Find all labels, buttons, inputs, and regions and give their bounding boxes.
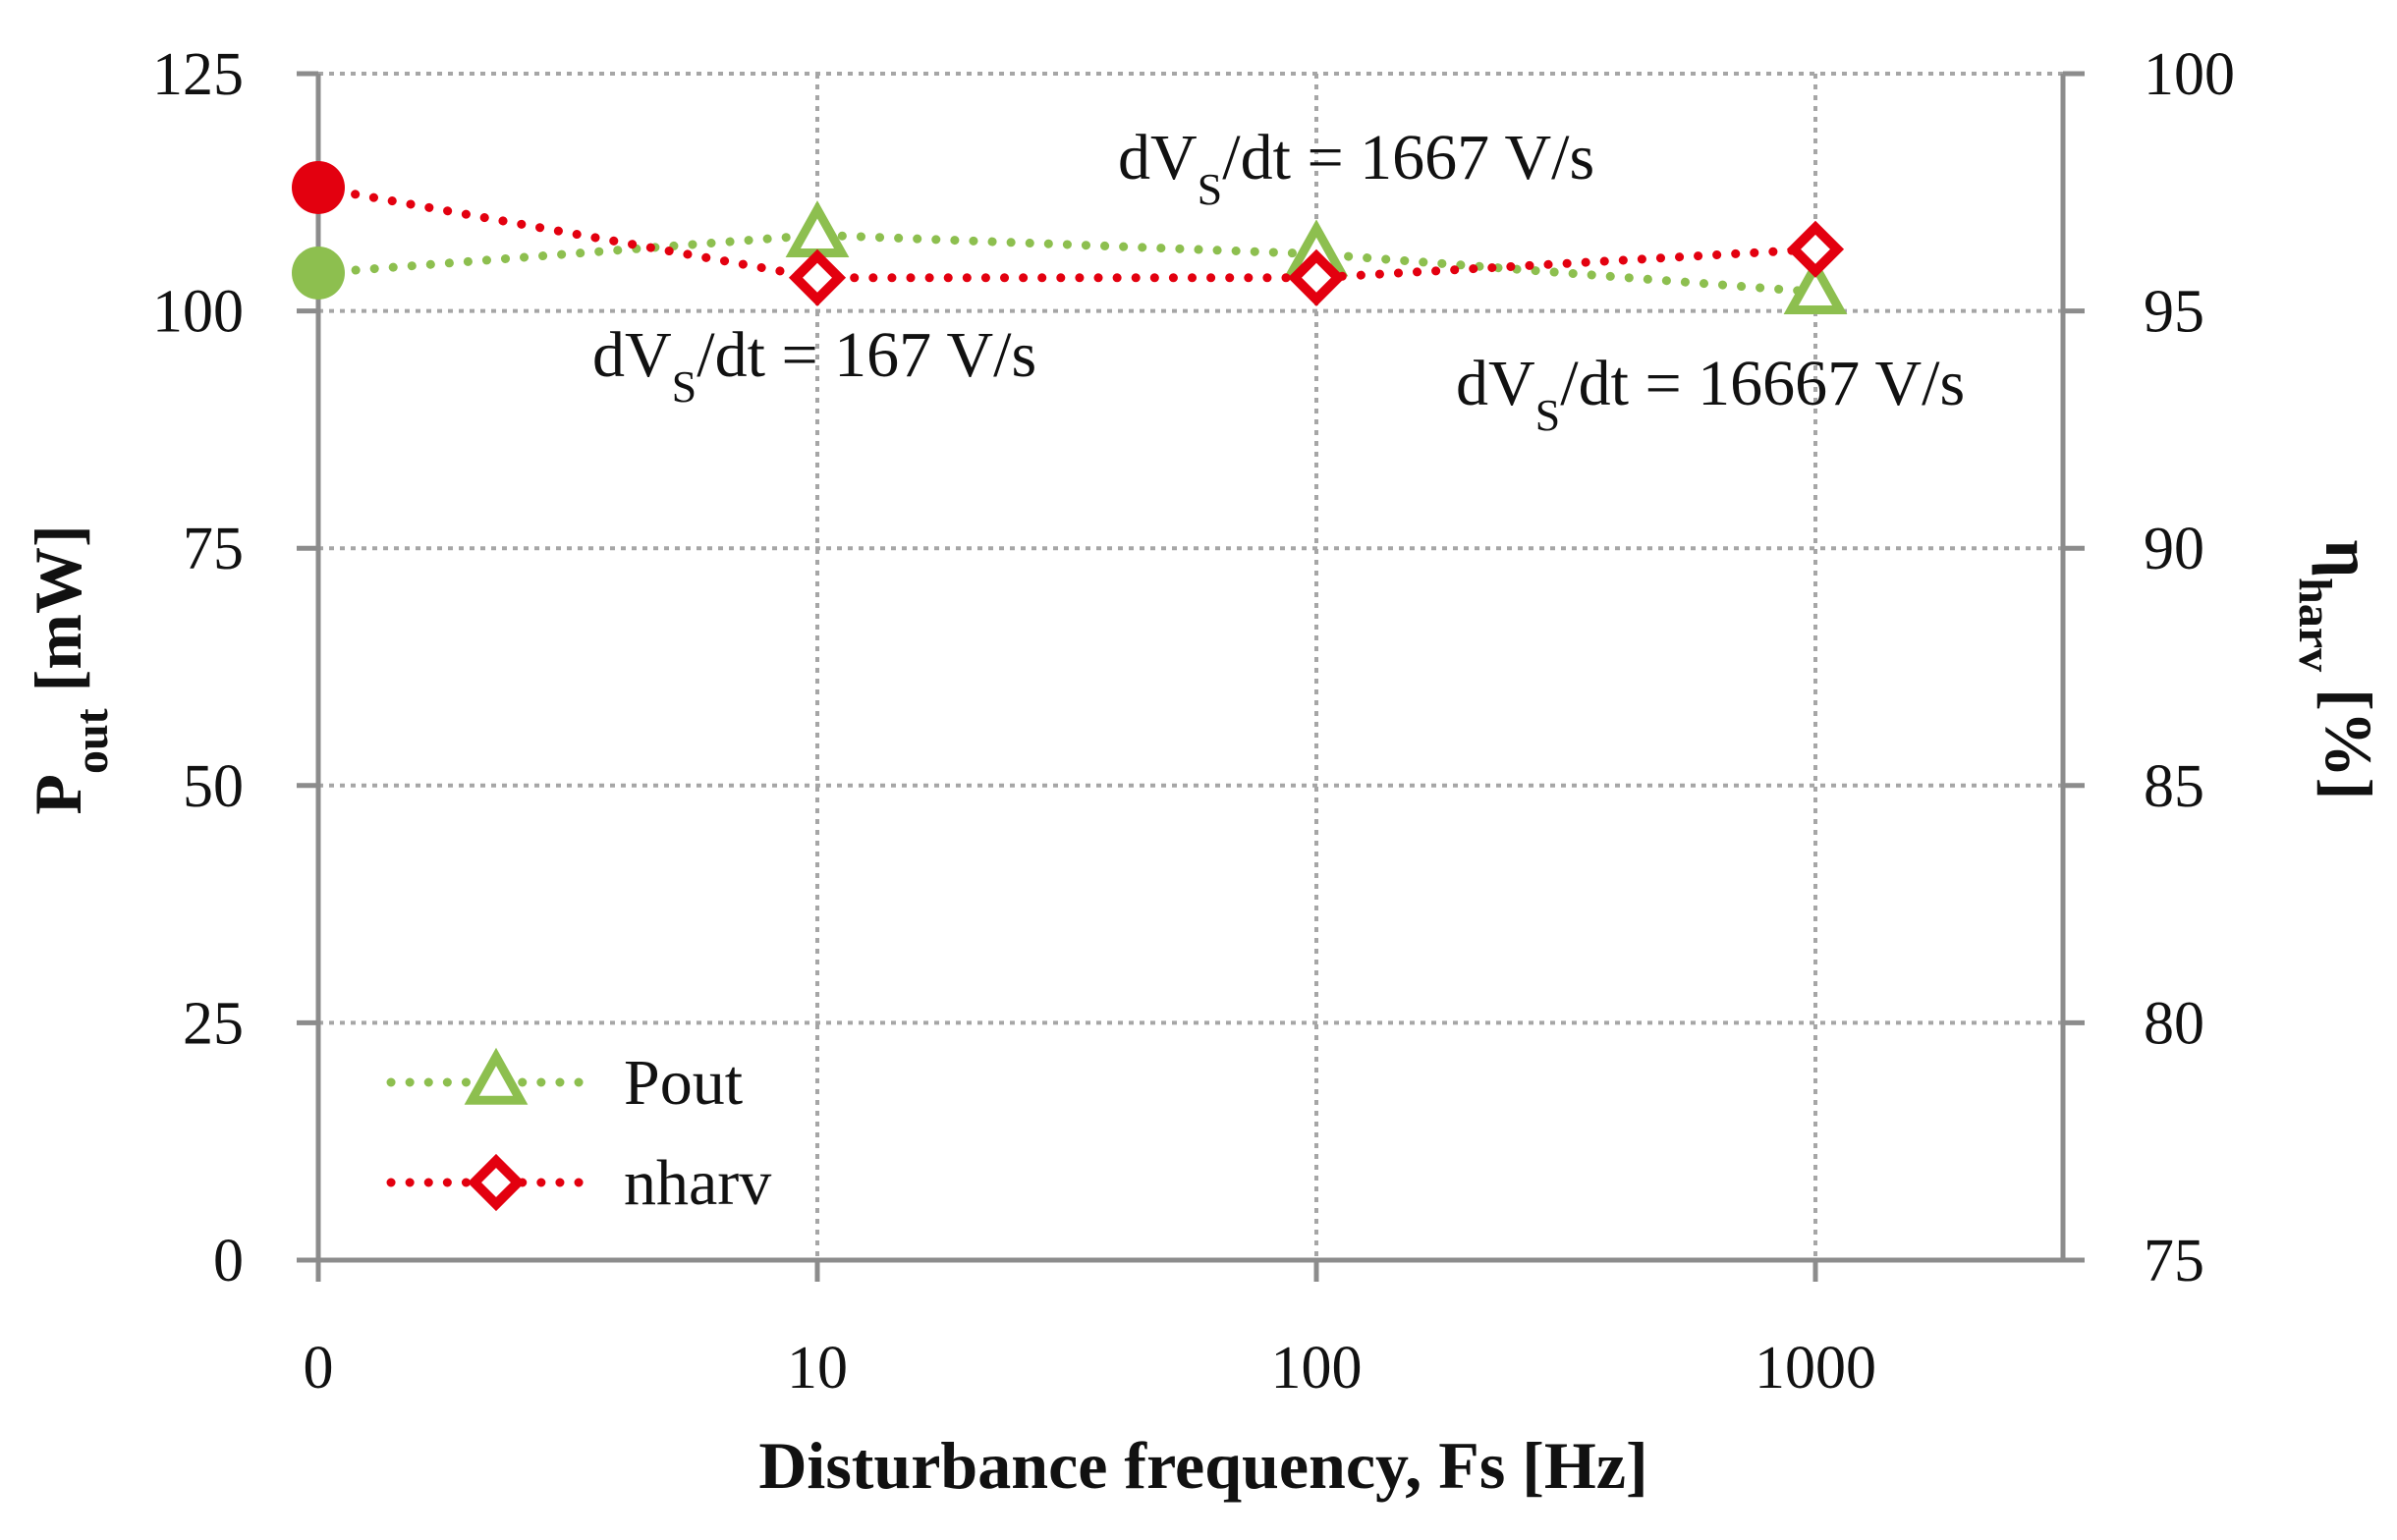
x-tick-label-10: 10: [787, 1335, 848, 1402]
y-right-tick-label-85: 85: [2144, 753, 2204, 820]
marker-Pout-1000: [1783, 257, 1848, 314]
y-left-tick-label-75: 75: [183, 516, 244, 582]
y-right-tick-label-95: 95: [2144, 279, 2204, 346]
marker-nharv-100: [1287, 248, 1346, 306]
x-tick-label-0: 0: [304, 1335, 334, 1402]
marker-nharv-0: [292, 160, 345, 214]
legend: Pout nharv: [386, 1047, 771, 1219]
series: [292, 160, 1848, 314]
series-Pout: [292, 200, 1848, 314]
y-right-tick-label-100: 100: [2144, 41, 2235, 108]
legend-label-pout: Pout: [624, 1047, 743, 1119]
annotation-167: dVS/dt = 167 V/s: [592, 319, 1036, 412]
y-left-tick-label-25: 25: [183, 990, 244, 1057]
y-right-tick-label-75: 75: [2144, 1228, 2204, 1294]
marker-nharv-10: [788, 248, 847, 306]
series-nharv: [292, 160, 1845, 306]
x-tick-label-100: 100: [1271, 1335, 1363, 1402]
y-axis-right-title: ηharv [%]: [2290, 540, 2387, 800]
y-left-tick-label-50: 50: [183, 753, 244, 820]
legend-entry-pout: [386, 1047, 599, 1105]
y-left-tick-label-0: 0: [213, 1228, 244, 1294]
legend-marker-nharv: [467, 1153, 526, 1212]
marker-Pout-0: [292, 246, 345, 300]
marker-nharv-1000: [1786, 220, 1845, 278]
y-right-tick-label-90: 90: [2144, 516, 2204, 582]
y-left-tick-label-125: 125: [152, 41, 244, 108]
x-axis-title: Disturbance frequency, Fs [Hz]: [758, 1428, 1647, 1503]
legend-label-nharv: nharv: [624, 1147, 771, 1219]
annotation-16667: dVS/dt = 16667 V/s: [1456, 348, 1965, 440]
x-tick-label-1000: 1000: [1755, 1335, 1876, 1402]
annotation-1667: dVS/dt = 1667 V/s: [1118, 122, 1594, 214]
marker-Pout-10: [785, 200, 850, 257]
line-nharv: [313, 183, 1820, 283]
y-right-tick-label-80: 80: [2144, 990, 2204, 1057]
y-left-tick-label-100: 100: [152, 279, 244, 346]
legend-entry-nharv: [386, 1153, 599, 1212]
legend-marker-Pout: [464, 1047, 529, 1105]
line-Pout: [313, 230, 1820, 297]
y-axis-left-title: Pout [mW]: [21, 524, 118, 814]
